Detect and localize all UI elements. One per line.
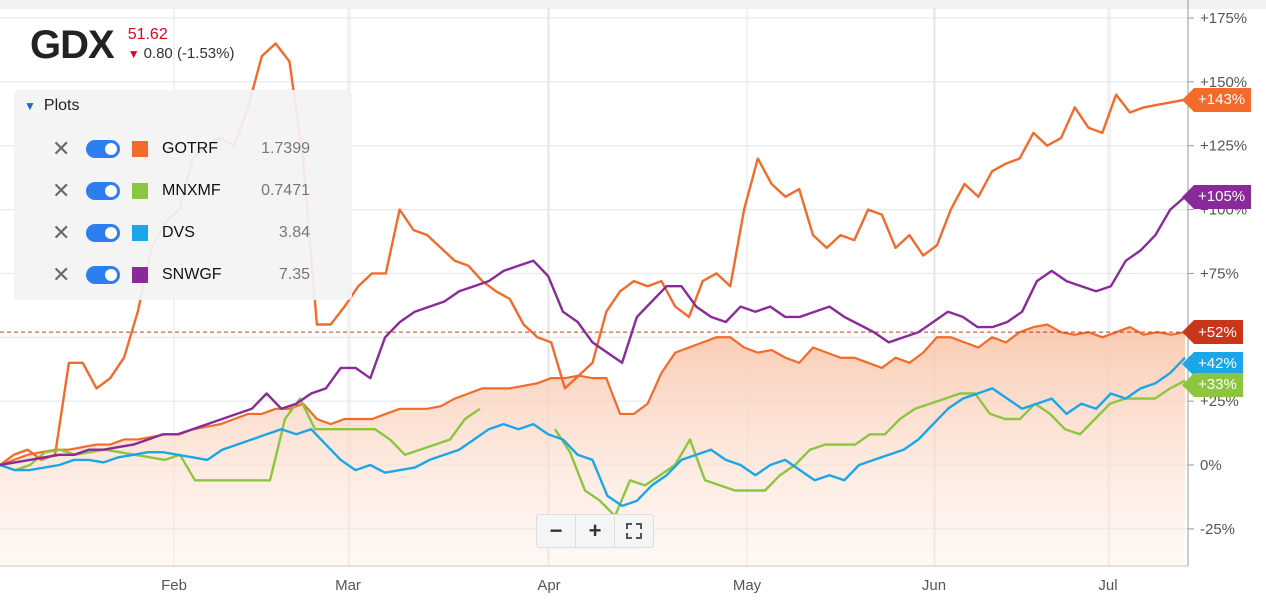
toggle-knob [105,185,117,197]
plot-value: 7.35 [278,266,310,283]
value-flag: +33% [1182,372,1243,397]
flag-pointer [1182,87,1194,112]
value-flag: +143% [1182,87,1252,112]
x-tick-label: Mar [335,577,361,594]
x-tick-label: Jul [1098,577,1117,594]
price-change-text: 0.80 (-1.53%) [143,45,235,62]
price-change: ▼ 0.80 (-1.53%) [128,44,235,64]
plot-value: 1.7399 [261,140,310,157]
plot-toggle[interactable] [86,266,120,284]
plots-title: Plots [43,97,80,114]
plot-name: MNXMF [162,182,221,199]
x-tick-label: Jun [922,577,946,594]
x-tick-label: May [733,577,762,594]
top-band [0,0,1266,9]
zoom-in-button[interactable]: + [575,515,614,547]
y-tick-label: -25% [1200,521,1235,538]
plot-name: SNWGF [162,266,222,283]
close-icon[interactable]: ✕ [52,262,71,287]
plot-toggle[interactable] [86,140,120,158]
flag-label: +33% [1198,376,1237,394]
plot-name: DVS [162,224,195,241]
y-tick-label: +150% [1200,74,1247,91]
plot-row-dvs: ✕ DVS 3.84 [14,218,352,248]
y-tick-label: +175% [1200,10,1247,27]
flag-pointer [1182,320,1194,345]
plot-row-mnxmf: ✕ MNXMF 0.7471 [14,176,352,206]
zoom-controls: − + [536,514,654,548]
plot-toggle[interactable] [86,224,120,242]
flag-label: +42% [1198,355,1237,373]
quote-block: 51.62 ▼ 0.80 (-1.53%) [128,26,235,64]
value-flag: +105% [1182,184,1252,209]
toggle-knob [105,143,117,155]
plot-name: GOTRF [162,140,218,157]
zoom-out-button[interactable]: − [549,518,563,543]
flag-pointer [1182,372,1194,397]
baseline-area [0,324,1185,566]
x-tick-label: Apr [537,577,560,594]
value-flag: +42% [1182,351,1243,376]
flag-label: +105% [1198,188,1246,206]
close-icon[interactable]: ✕ [52,220,71,245]
down-arrow-icon: ▼ [127,47,140,61]
flag-label: +52% [1198,323,1237,341]
flag-pointer [1182,184,1194,209]
y-tick-label: +25% [1200,393,1239,410]
plot-row-snwgf: ✕ SNWGF 7.35 [14,260,352,290]
y-tick-label: +125% [1200,138,1247,155]
color-swatch [132,267,148,283]
plot-value: 3.84 [278,224,310,241]
plots-panel: ▼ Plots ✕ GOTRF 1.7399 ✕ MNXMF 0.7471 ✕ DVS 3.84… [14,90,352,300]
value-flag: +52% [1182,320,1243,345]
color-swatch [132,141,148,157]
y-tick-label: 0% [1200,457,1222,474]
plot-toggle[interactable] [86,182,120,200]
color-swatch [132,183,148,199]
color-swatch [132,225,148,241]
flag-label: +143% [1198,91,1246,109]
triangle-down-icon: ▼ [24,99,36,113]
y-tick-label: +75% [1200,265,1239,282]
toggle-knob [105,227,117,239]
plots-header[interactable]: ▼ Plots [24,97,79,115]
fullscreen-icon [626,523,642,539]
plot-row-gotrf: ✕ GOTRF 1.7399 [14,134,352,164]
series-line-dvs [0,356,1186,508]
close-icon[interactable]: ✕ [52,178,71,203]
toggle-knob [105,269,117,281]
plot-value: 0.7471 [261,182,310,199]
x-tick-label: Feb [161,577,187,594]
symbol-ticker: GDX [30,23,115,67]
symbol-header: GDX 51.62 ▼ 0.80 (-1.53%) [30,22,234,68]
series-line-snwgf [0,195,1186,467]
fullscreen-button[interactable] [614,515,653,547]
close-icon[interactable]: ✕ [52,136,71,161]
price-value: 51.62 [127,26,168,43]
flag-pointer [1182,351,1194,376]
